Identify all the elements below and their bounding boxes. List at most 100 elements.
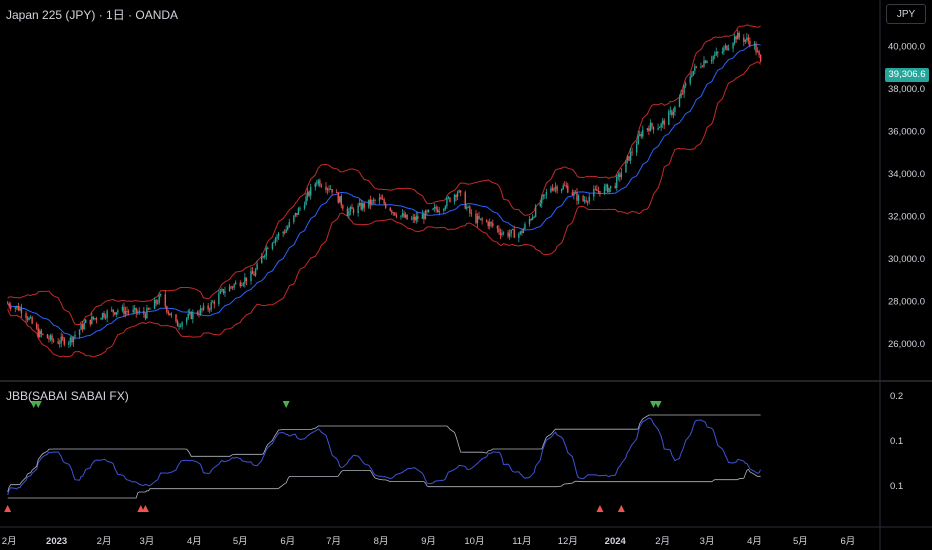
price-tick-label: 32,000.0 xyxy=(888,212,925,223)
candle-body xyxy=(661,120,664,124)
candle-body xyxy=(530,219,532,220)
candle-body xyxy=(518,233,520,238)
candle-body xyxy=(423,214,425,220)
candle-body xyxy=(111,309,113,311)
candle-body xyxy=(224,291,226,294)
candle-body xyxy=(426,210,428,212)
candle-body xyxy=(475,213,477,224)
time-tick-label: 2月 xyxy=(97,536,112,547)
candle-body xyxy=(694,66,696,71)
candle-body xyxy=(85,319,87,323)
time-tick-label: 7月 xyxy=(326,536,341,547)
candle-body xyxy=(6,303,9,305)
candle-body xyxy=(574,192,577,193)
time-tick-label: 2月 xyxy=(2,536,17,547)
candle-body xyxy=(222,289,225,294)
candle-body xyxy=(747,37,750,41)
candle-body xyxy=(384,203,387,208)
candle-body xyxy=(198,314,200,316)
candle-body xyxy=(8,303,10,307)
candle-body xyxy=(49,335,52,340)
candle-body xyxy=(368,199,370,208)
time-tick-label: 10月 xyxy=(464,536,484,547)
candle-body xyxy=(234,282,237,285)
candle-body xyxy=(146,308,148,319)
candle-body xyxy=(400,215,402,217)
candle-body xyxy=(758,51,760,55)
candle-body xyxy=(262,256,264,258)
candle-body xyxy=(92,316,95,319)
candle-body xyxy=(251,271,254,275)
candle-body xyxy=(100,318,102,320)
time-tick-label: 2024 xyxy=(605,536,627,547)
candle-body xyxy=(305,196,307,206)
candle-body xyxy=(646,128,649,130)
candle-body xyxy=(681,93,684,95)
candle-body xyxy=(95,318,98,320)
currency-badge[interactable]: JPY xyxy=(886,4,926,24)
candle-body xyxy=(187,313,189,319)
candle-body xyxy=(421,214,424,219)
candle-body xyxy=(510,229,512,234)
candle-body xyxy=(378,197,381,201)
candle-body xyxy=(550,188,552,193)
candle-body xyxy=(329,189,332,190)
candle-body xyxy=(212,301,214,303)
candle-body xyxy=(360,203,362,210)
candle-body xyxy=(137,312,139,314)
candle-body xyxy=(746,37,748,40)
time-tick-label: 5月 xyxy=(793,536,808,547)
candle-body xyxy=(283,231,286,233)
candle-body xyxy=(605,184,607,187)
candle-body xyxy=(594,189,597,191)
candle-body xyxy=(556,186,558,192)
time-tick-label: 12月 xyxy=(558,536,578,547)
candle-body xyxy=(342,205,344,209)
candle-body xyxy=(406,214,408,220)
candle-body xyxy=(663,120,665,125)
sell-signal-marker xyxy=(282,401,290,408)
candle-body xyxy=(42,333,44,335)
candle-body xyxy=(179,326,182,327)
candle-body xyxy=(181,322,183,327)
candle-body xyxy=(433,207,436,209)
candle-body xyxy=(170,314,173,316)
candle-body xyxy=(614,185,616,188)
candle-body xyxy=(25,313,27,318)
candle-body xyxy=(138,310,140,313)
candle-body xyxy=(669,110,672,112)
candle-body xyxy=(619,174,621,178)
candle-body xyxy=(683,85,685,94)
candle-body xyxy=(678,97,681,107)
candle-body xyxy=(51,335,53,341)
candle-body xyxy=(169,313,171,316)
candle-body xyxy=(392,212,395,214)
candle-body xyxy=(744,39,747,42)
candle-body xyxy=(80,324,82,330)
time-tick-label: 4月 xyxy=(747,536,762,547)
candle-body xyxy=(196,312,199,315)
candle-body xyxy=(639,134,641,136)
price-tick-label: 30,000.0 xyxy=(888,254,925,265)
candle-body xyxy=(306,191,309,197)
candle-body xyxy=(625,159,627,173)
candle-body xyxy=(637,135,639,145)
candle-body xyxy=(207,305,209,310)
candle-body xyxy=(156,302,159,304)
candle-body xyxy=(106,310,108,318)
candle-body xyxy=(29,317,32,319)
candle-body xyxy=(533,216,535,218)
buy-signal-marker xyxy=(4,505,12,512)
candle-body xyxy=(20,308,23,314)
sell-signal-marker xyxy=(654,401,662,408)
candle-body xyxy=(394,212,396,216)
candle-body xyxy=(296,212,298,215)
indicator-title[interactable]: JBB(SABAI SABAI FX) xyxy=(6,389,129,403)
bollinger-upper-line xyxy=(7,24,761,326)
candle-body xyxy=(414,217,416,221)
candle-body xyxy=(127,311,130,313)
candle-body xyxy=(363,203,365,208)
candle-body xyxy=(513,229,515,238)
sell-signal-marker xyxy=(34,401,42,408)
